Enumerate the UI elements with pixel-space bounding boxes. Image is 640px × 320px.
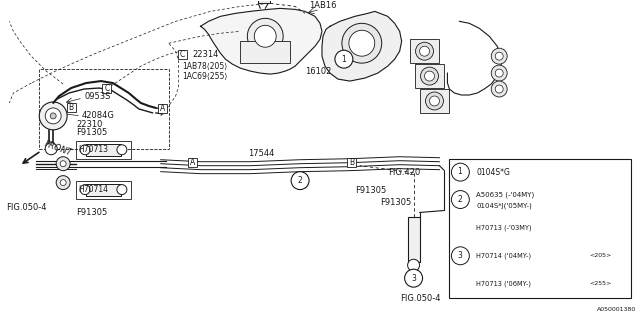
Circle shape — [50, 113, 56, 119]
Text: FIG.420: FIG.420 — [388, 168, 420, 177]
Bar — [188, 158, 197, 167]
Circle shape — [39, 102, 67, 130]
Circle shape — [492, 48, 507, 64]
Text: F91305: F91305 — [76, 128, 108, 137]
Bar — [449, 159, 630, 298]
Bar — [76, 141, 131, 159]
Polygon shape — [322, 12, 402, 81]
Circle shape — [60, 161, 66, 167]
Circle shape — [492, 65, 507, 81]
Circle shape — [117, 145, 127, 155]
Circle shape — [247, 18, 283, 54]
Circle shape — [45, 143, 57, 155]
Text: A: A — [160, 104, 165, 114]
Text: B: B — [68, 103, 74, 112]
Circle shape — [254, 25, 276, 47]
Circle shape — [80, 145, 90, 155]
Circle shape — [420, 46, 429, 56]
Text: 22314: 22314 — [193, 50, 219, 59]
Circle shape — [495, 85, 503, 93]
Text: FIG.050-4: FIG.050-4 — [6, 203, 47, 212]
Text: 0104S*J('05MY-): 0104S*J('05MY-) — [476, 202, 532, 209]
Text: FRONT: FRONT — [44, 140, 74, 158]
Text: H70713: H70713 — [78, 145, 108, 154]
Text: 42084G: 42084G — [82, 111, 115, 120]
Text: F91305: F91305 — [355, 186, 386, 195]
Text: C: C — [180, 50, 185, 59]
Text: H70714 ('04MY-): H70714 ('04MY-) — [476, 252, 531, 259]
Text: B: B — [349, 158, 355, 167]
Circle shape — [408, 259, 420, 271]
Circle shape — [404, 269, 422, 287]
Circle shape — [117, 185, 127, 195]
Bar — [241, 41, 290, 63]
Text: 16102: 16102 — [305, 67, 332, 76]
Circle shape — [495, 69, 503, 77]
Text: F91305: F91305 — [380, 198, 411, 207]
Bar — [39, 69, 169, 149]
Text: 1: 1 — [342, 55, 346, 64]
Circle shape — [420, 67, 438, 85]
Circle shape — [424, 71, 435, 81]
Text: H70714: H70714 — [78, 185, 108, 194]
Circle shape — [45, 108, 61, 124]
Bar — [158, 104, 167, 113]
Circle shape — [80, 185, 90, 195]
Bar — [86, 184, 121, 196]
Bar — [415, 64, 444, 88]
Text: F91305: F91305 — [76, 208, 108, 217]
Bar — [86, 144, 121, 156]
Circle shape — [415, 42, 433, 60]
Text: A50635 (-'04MY): A50635 (-'04MY) — [476, 191, 534, 198]
Polygon shape — [200, 8, 322, 74]
Text: 17544: 17544 — [248, 149, 275, 158]
Circle shape — [492, 81, 507, 97]
Circle shape — [426, 92, 444, 110]
Circle shape — [429, 96, 440, 106]
Text: A050001380: A050001380 — [597, 307, 637, 312]
Text: 0953S: 0953S — [84, 92, 111, 101]
Bar — [102, 84, 111, 92]
Text: 2: 2 — [298, 176, 303, 185]
Text: <205>: <205> — [590, 253, 612, 258]
Circle shape — [495, 52, 503, 60]
Text: 22310: 22310 — [76, 120, 102, 129]
Circle shape — [349, 30, 375, 56]
Circle shape — [291, 172, 309, 189]
Circle shape — [60, 180, 66, 186]
Circle shape — [451, 163, 469, 181]
Bar — [178, 50, 187, 59]
Circle shape — [56, 157, 70, 171]
Bar — [348, 158, 356, 167]
Bar — [67, 103, 76, 112]
Text: 1AB16: 1AB16 — [309, 1, 337, 10]
Text: H70713 (-'03MY): H70713 (-'03MY) — [476, 224, 532, 231]
Text: 3: 3 — [411, 274, 416, 283]
Circle shape — [451, 191, 469, 209]
Circle shape — [451, 247, 469, 265]
Text: FIG.050-4: FIG.050-4 — [399, 293, 440, 303]
Bar — [76, 180, 131, 198]
Text: 0104S*G: 0104S*G — [476, 168, 510, 177]
Circle shape — [335, 50, 353, 68]
Text: H70713 ('06MY-): H70713 ('06MY-) — [476, 281, 531, 287]
Text: 2: 2 — [458, 195, 462, 204]
Circle shape — [56, 176, 70, 189]
Circle shape — [342, 23, 381, 63]
Bar — [408, 218, 420, 262]
Bar — [420, 89, 449, 113]
Text: 1: 1 — [458, 167, 462, 176]
Text: 3: 3 — [458, 251, 462, 260]
Bar — [259, 0, 270, 4]
Text: 1AC69⟨255⟩: 1AC69⟨255⟩ — [182, 72, 228, 81]
Text: <255>: <255> — [590, 282, 612, 286]
Text: 1AB78⟨205⟩: 1AB78⟨205⟩ — [182, 62, 228, 71]
Bar — [410, 39, 440, 63]
Text: C: C — [104, 84, 109, 92]
Text: A: A — [190, 158, 195, 167]
